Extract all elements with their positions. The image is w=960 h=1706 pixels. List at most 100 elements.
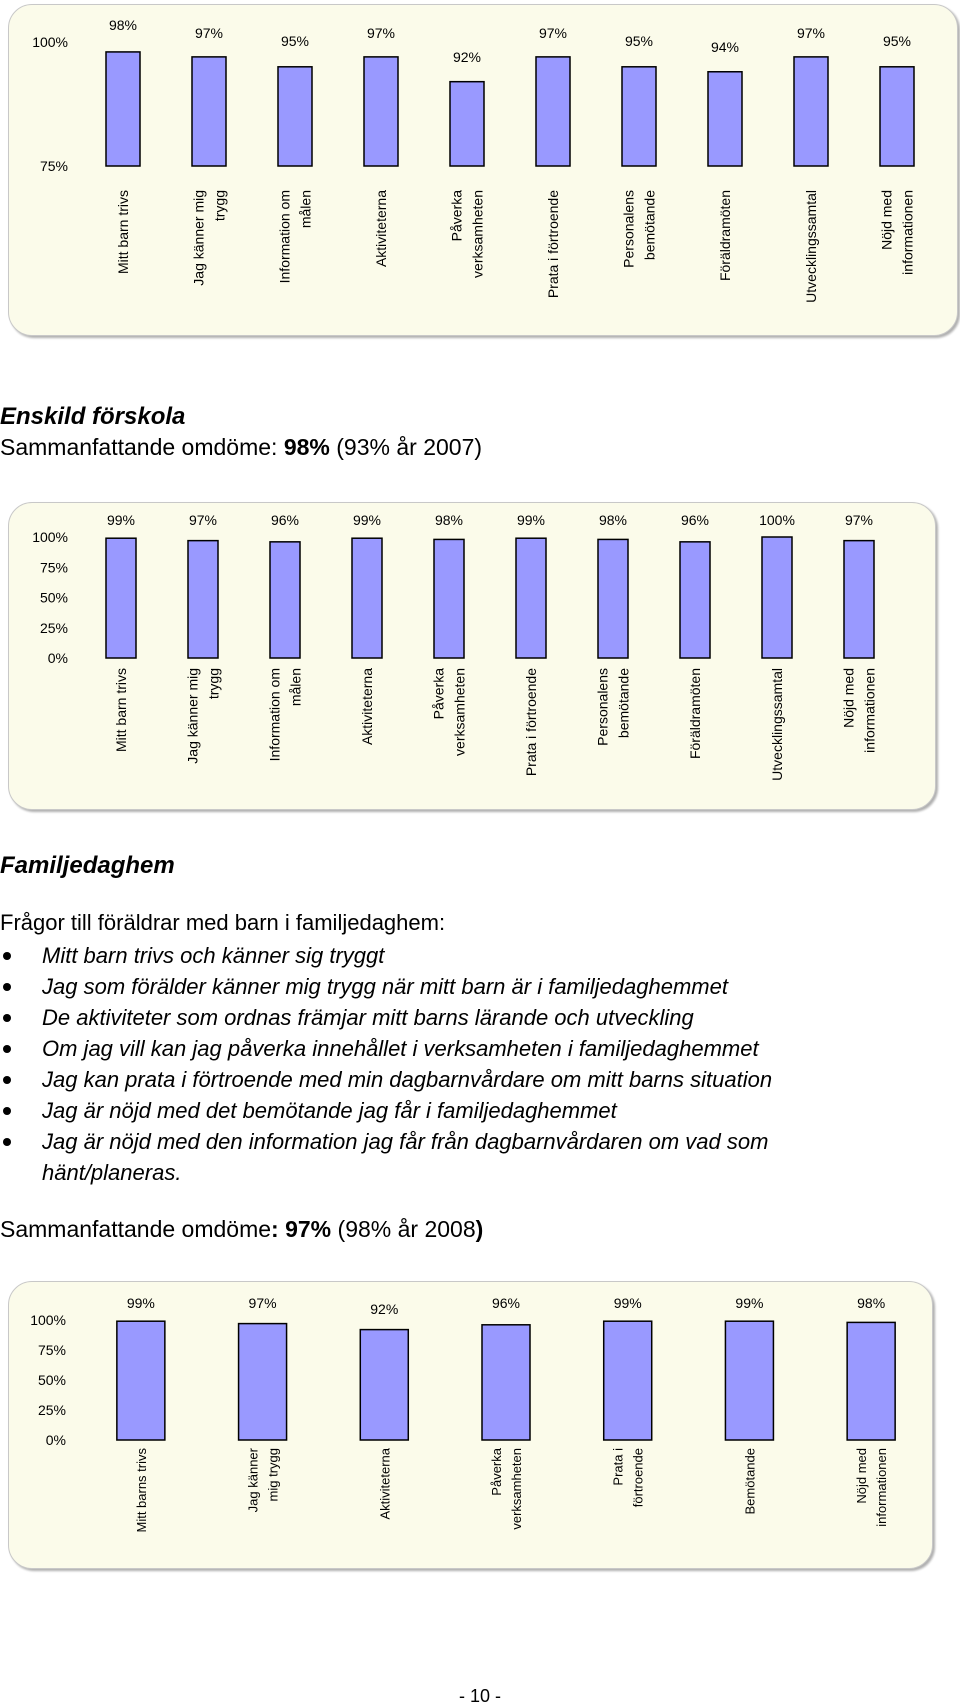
chart1-category-label: Utvecklingssamtal xyxy=(803,190,819,303)
chart2-category-line: Aktiviteterna xyxy=(359,668,375,745)
chart1-bar xyxy=(449,80,485,167)
chart3-ytick-label: 25% xyxy=(38,1402,66,1418)
question-item: Jag är nöjd med den information jag får … xyxy=(0,1126,900,1188)
chart3-bar xyxy=(602,1320,653,1441)
section-title-enskild: Enskild förskola xyxy=(0,403,186,430)
chart1-bar xyxy=(793,56,829,167)
chart2-category-label: Påverka verksamheten xyxy=(431,668,468,756)
chart3-value-label: 98% xyxy=(857,1295,885,1311)
chart2-category-line: trygg xyxy=(206,668,222,699)
chart1-category-line: Utvecklingssamtal xyxy=(803,190,819,303)
chart2-ytick-label: 25% xyxy=(40,620,68,636)
questions-intro: Frågor till föräldrar med barn i familje… xyxy=(0,910,446,935)
bullet-icon xyxy=(3,1014,11,1022)
chart2-ytick-label: 100% xyxy=(32,529,68,545)
chart2-bar xyxy=(269,541,301,659)
chart2-category-label: Nöjd med informationen xyxy=(841,668,878,753)
chart2-category-line: Utvecklingssamtal xyxy=(769,668,785,781)
chart3-value-label: 97% xyxy=(249,1295,277,1311)
chart1-category-line: Mitt barn trivs xyxy=(115,190,131,274)
chart3-bar xyxy=(481,1324,531,1441)
chart3-category-label: Mitt barns trivs xyxy=(134,1448,149,1533)
chart2-category-line: Information om xyxy=(267,668,283,761)
chart3-category-line: mig trygg xyxy=(266,1448,281,1501)
chart2-category-line: Föräldramöten xyxy=(687,668,703,759)
chart3-category-label: Prata i förtroende xyxy=(611,1448,646,1507)
chart2-category-label: Mitt barn trivs xyxy=(113,668,129,752)
chart1-category-label: Mitt barn trivs xyxy=(115,190,131,274)
chart1-value-label: 98% xyxy=(109,17,137,33)
chart1-ytick-label: 75% xyxy=(40,158,68,174)
chart1-category-label: Information om målen xyxy=(277,190,314,283)
chart2-category-line: Personalens xyxy=(595,668,611,746)
chart3-category-line: Prata i xyxy=(611,1448,626,1486)
summary-enskild-value: 98% xyxy=(283,434,330,460)
chart3-value-label: 99% xyxy=(735,1295,763,1311)
chart2-value-label: 98% xyxy=(435,512,463,528)
chart1-category-line: målen xyxy=(298,190,314,228)
chart2-category-label: Utvecklingssamtal xyxy=(769,668,785,781)
chart3-ytick-label: 50% xyxy=(38,1372,66,1388)
section-title-familjedaghem: Familjedaghem xyxy=(0,852,175,879)
chart2-value-label: 97% xyxy=(189,512,217,528)
chart2-ytick-label: 0% xyxy=(48,650,68,666)
question-item: Mitt barn trivs och känner sig tryggt xyxy=(0,940,920,971)
chart1-category-label: Aktiviteterna xyxy=(373,190,389,267)
chart1-category-label: Påverka verksamheten xyxy=(449,190,486,278)
chart3-bar xyxy=(237,1322,288,1441)
chart3-category-label: Påverka verksamheten xyxy=(489,1447,524,1529)
chart3-ytick-label: 75% xyxy=(38,1342,66,1358)
chart1-category-line: trygg xyxy=(212,190,228,221)
chart1-value-label: 97% xyxy=(195,25,223,41)
chart3-category-line: Aktiviteterna xyxy=(377,1447,392,1519)
chart3-category-line: Mitt barns trivs xyxy=(134,1448,149,1533)
chart3-category-line: informationen xyxy=(874,1448,889,1527)
chart3-category-line: Jag känner xyxy=(246,1447,261,1512)
chart2-category-line: Prata i förtroende xyxy=(523,668,539,776)
chart3-category-label: Aktiviteterna xyxy=(377,1447,392,1519)
summary-enskild: Sammanfattande omdöme: 98% (93% år 2007) xyxy=(0,434,483,460)
chart3-category-label: Jag känner mig trygg xyxy=(246,1447,281,1512)
chart1-value-label: 92% xyxy=(453,49,481,65)
chart1-category-label: Prata i förtroende xyxy=(545,190,561,298)
chart1-category-line: Prata i förtroende xyxy=(545,190,561,298)
chart1-value-label: 97% xyxy=(539,25,567,41)
chart2-category-label: Information om målen xyxy=(267,668,304,761)
chart1-category-line: Nöjd med xyxy=(879,190,895,250)
chart1-value-label: 95% xyxy=(281,33,309,49)
chart1-bar xyxy=(363,56,399,167)
chart3-category-label: Nöjd med informationen xyxy=(854,1448,889,1527)
questions-list: Mitt barn trivs och känner sig tryggt Ja… xyxy=(0,940,920,1188)
chart1-value-label: 95% xyxy=(883,33,911,49)
chart3-bar xyxy=(846,1321,896,1441)
chart2-value-label: 96% xyxy=(681,512,709,528)
chart2-bar xyxy=(433,538,465,659)
page-number: - 10 - xyxy=(458,1686,501,1706)
chart1-category-label: Jag känner mig trygg xyxy=(191,190,228,286)
chart3-value-label: 92% xyxy=(370,1301,398,1317)
chart2-bar xyxy=(515,537,547,659)
chart3-bar xyxy=(116,1320,166,1441)
chart2-bar xyxy=(351,537,383,659)
chart1-bar xyxy=(105,51,141,167)
bullet-icon xyxy=(3,1107,11,1115)
chart1-category-label: Nöjd med informationen xyxy=(879,190,916,275)
chart1-bar xyxy=(535,56,571,167)
chart3-bar xyxy=(724,1320,775,1441)
bullet-icon xyxy=(3,983,11,991)
chart1-category-line: Personalens xyxy=(621,190,637,268)
chart2-category-line: Jag känner mig xyxy=(185,668,201,764)
chart3-category-line: Påverka xyxy=(489,1447,504,1495)
chart2-category-label: Personalens bemötande xyxy=(595,668,632,746)
chart2-value-label: 99% xyxy=(517,512,545,528)
chart1-category-label: Föräldramöten xyxy=(717,190,733,281)
chart1-category-line: verksamheten xyxy=(470,190,486,278)
chart1-category-line: bemötande xyxy=(642,190,658,260)
chart3-value-label: 99% xyxy=(127,1295,155,1311)
chart2-category-line: verksamheten xyxy=(452,668,468,756)
chart2-category-line: Nöjd med xyxy=(841,668,857,728)
chart2-bar xyxy=(679,541,711,659)
chart1-category-line: Påverka xyxy=(449,190,465,242)
chart2-value-label: 96% xyxy=(271,512,299,528)
chart2-category-line: Mitt barn trivs xyxy=(113,668,129,752)
